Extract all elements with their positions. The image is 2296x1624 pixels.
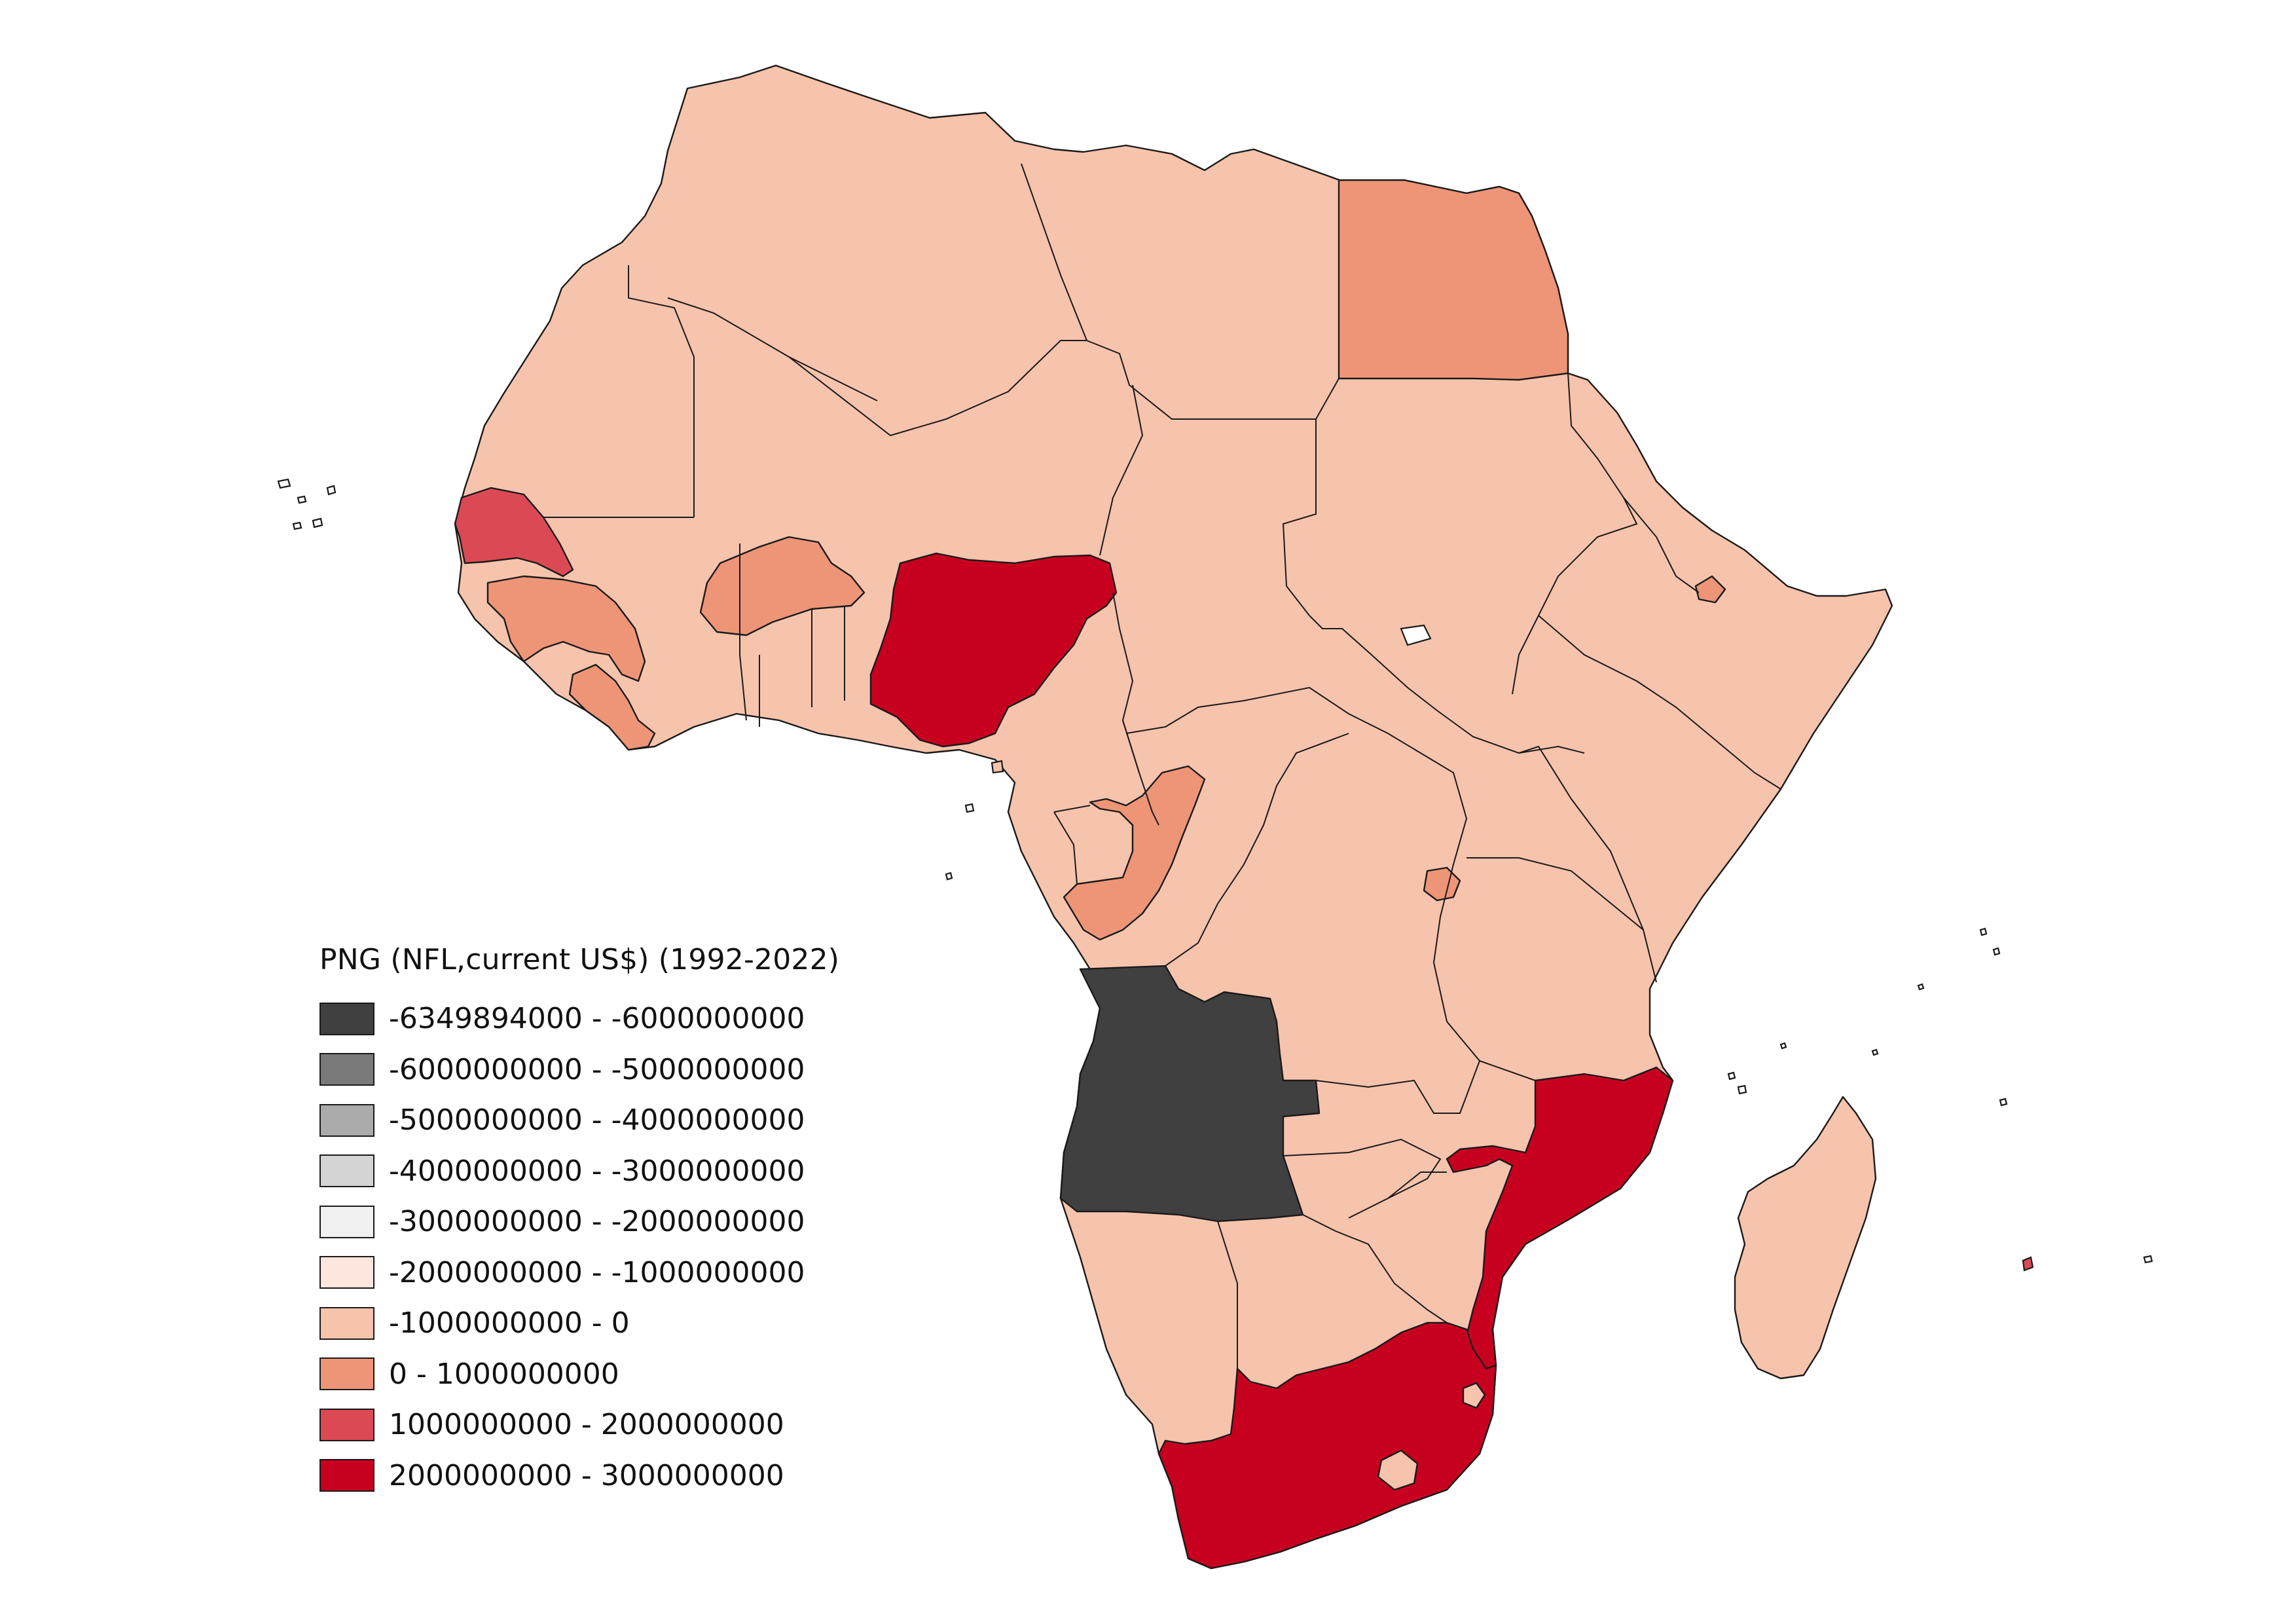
legend-swatch <box>319 1205 374 1238</box>
legend-label: -4000000000 - -3000000000 <box>389 1154 805 1188</box>
island-cape-verde-2 <box>297 495 307 504</box>
region-rep-congo <box>1063 765 1206 941</box>
island-rodrigues <box>2143 1255 2153 1264</box>
legend-swatch <box>319 1103 374 1137</box>
legend-title: PNG (NFL,current US$) (1992-2022) <box>319 943 840 976</box>
legend-item: -4000000000 - -3000000000 <box>319 1146 839 1197</box>
island-outer-2 <box>1779 1042 1787 1050</box>
legend-swatch <box>319 1306 374 1340</box>
legend-item: -2000000000 - -1000000000 <box>319 1247 839 1299</box>
island-comoros-1 <box>1737 1084 1747 1095</box>
island-annobon <box>945 872 953 881</box>
legend-swatch <box>319 1053 374 1086</box>
legend-label: -1000000000 - 0 <box>389 1306 630 1340</box>
map-legend: PNG (NFL,current US$) (1992-2022) -63498… <box>319 943 839 1501</box>
region-liberia <box>568 663 656 751</box>
island-seychelles-1 <box>1979 927 1988 936</box>
legend-label: 1000000000 - 2000000000 <box>389 1408 784 1442</box>
legend-item: -1000000000 - 0 <box>319 1298 839 1349</box>
legend-item: 0 - 1000000000 <box>319 1349 839 1400</box>
island-sao-tome <box>964 803 975 813</box>
region-small-white-patch <box>1400 624 1432 646</box>
countries-layer <box>454 64 1893 1570</box>
legend-item: 1000000000 - 2000000000 <box>319 1399 839 1450</box>
island-cape-verde-1 <box>277 478 291 489</box>
legend-label: -6349894000 - -6000000000 <box>389 1002 805 1036</box>
region-nigeria <box>869 552 1118 748</box>
legend-item: -3000000000 - -2000000000 <box>319 1196 839 1247</box>
island-comoros-2 <box>1727 1071 1736 1080</box>
region-djibouti <box>1694 575 1726 604</box>
region-senegal <box>454 487 574 578</box>
legend-item: -6000000000 - -5000000000 <box>319 1044 839 1096</box>
legend-item: -6349894000 - -6000000000 <box>319 993 839 1044</box>
island-bioko <box>991 760 1004 774</box>
region-mauritius <box>2022 1256 2034 1272</box>
island-reunion <box>1999 1098 2008 1107</box>
legend-label: -6000000000 - -5000000000 <box>389 1052 805 1086</box>
small-islands <box>277 478 2153 1272</box>
island-outer-3 <box>1917 983 1925 991</box>
legend-label: -2000000000 - -1000000000 <box>389 1255 805 1289</box>
region-egypt <box>1338 179 1569 381</box>
legend-item: -5000000000 - -4000000000 <box>319 1095 839 1146</box>
legend-label: 0 - 1000000000 <box>389 1357 619 1391</box>
island-outer-1 <box>1871 1048 1879 1056</box>
region-madagascar <box>1734 1096 1877 1380</box>
legend-swatch <box>319 1408 374 1441</box>
island-cape-verde-5 <box>292 521 302 530</box>
internal-borders <box>543 163 1781 1369</box>
legend-label: -5000000000 - -4000000000 <box>389 1103 805 1137</box>
legend-swatch <box>319 1256 374 1289</box>
legend-swatch <box>319 1459 374 1492</box>
legend-label: 2000000000 - 3000000000 <box>389 1458 784 1492</box>
region-south-africa <box>1157 1321 1497 1570</box>
legend-item: 2000000000 - 3000000000 <box>319 1450 839 1502</box>
region-burkina-faso <box>699 536 866 637</box>
island-seychelles-2 <box>1992 947 2001 956</box>
island-cape-verde-4 <box>312 517 323 528</box>
region-eswatini <box>1462 1382 1486 1409</box>
island-cape-verde-3 <box>326 485 337 496</box>
legend-swatch <box>319 1357 374 1391</box>
region-lesotho <box>1377 1449 1419 1491</box>
legend-rows: -6349894000 - -6000000000 -6000000000 - … <box>319 993 839 1501</box>
legend-label: -3000000000 - -2000000000 <box>389 1205 805 1239</box>
legend-swatch <box>319 1002 374 1035</box>
region-guinea <box>486 575 646 682</box>
legend-swatch <box>319 1154 374 1188</box>
